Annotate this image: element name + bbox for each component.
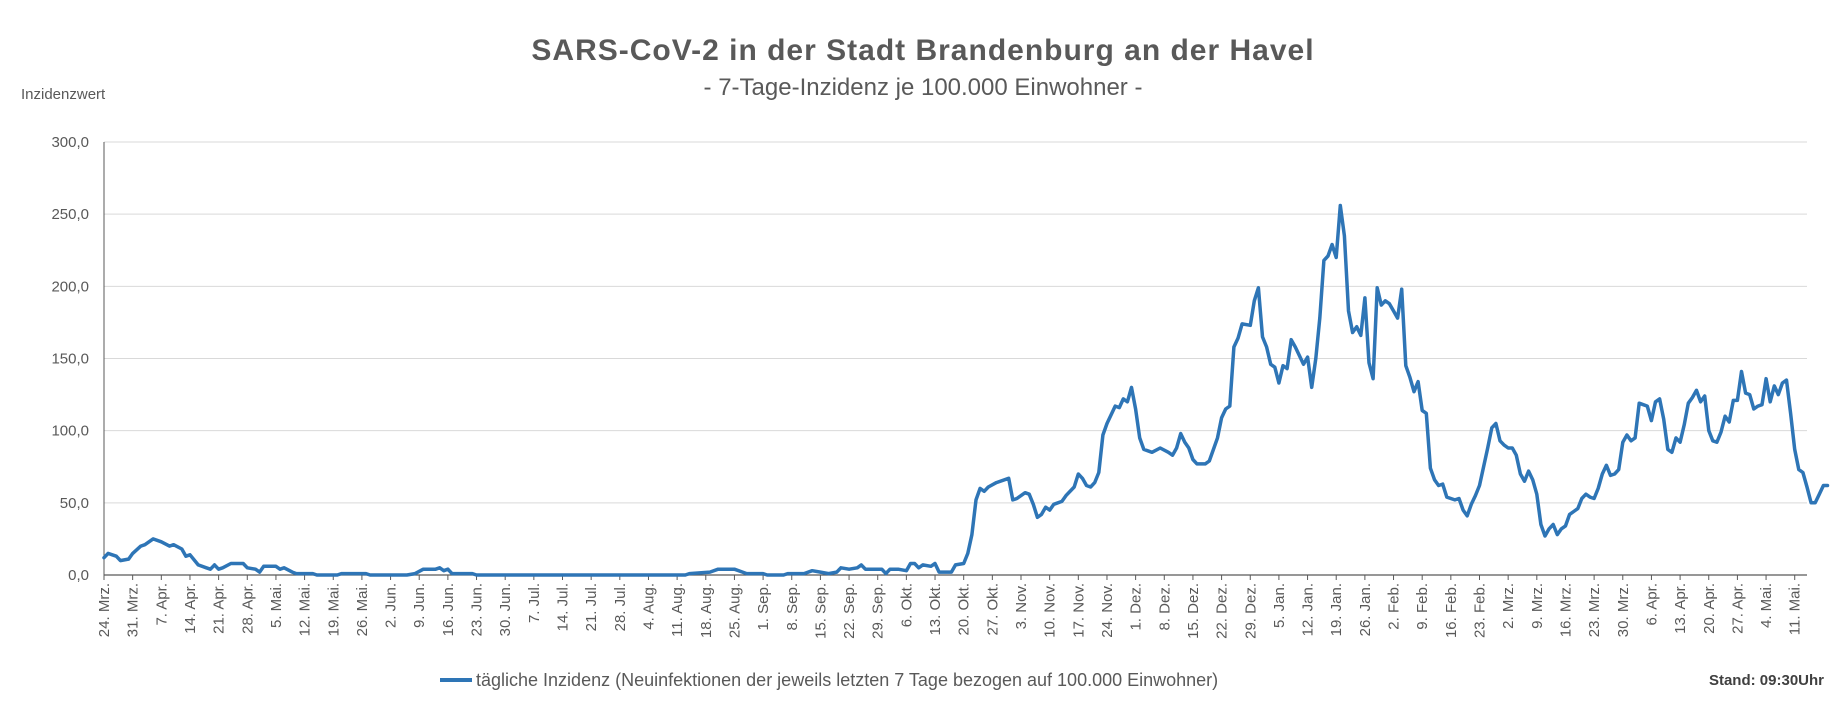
x-tick-label: 30. Jun. [497,583,514,636]
x-tick-label: 7. Jul. [526,583,543,623]
x-tick-label: 26. Jan. [1357,583,1374,636]
x-tick-label: 22. Sep. [841,583,858,639]
x-tick-label: 20. Okt. [956,583,973,636]
x-tick-label: 16. Feb. [1443,583,1460,638]
x-tick-label: 16. Jun. [440,583,457,636]
legend-label: tägliche Inzidenz (Neuinfektionen der je… [476,670,1218,690]
chart-subtitle: - 7-Tage-Inzidenz je 100.000 Einwohner - [703,74,1143,101]
series-group [102,203,1830,577]
series-line [102,203,1830,577]
x-tick-label: 11. Aug. [669,583,686,637]
x-tick-label: 25. Aug. [726,583,743,638]
x-tick-label: 26. Mai. [354,583,371,636]
x-tick-label: 31. Mrz. [125,583,142,637]
x-tick-label: 19. Jan. [1328,583,1345,636]
x-axis-ticks: 24. Mrz. 31. Mrz. 7. Apr. 14. Apr. 21. Apr. 2… [96,575,1804,639]
chart-title: SARS-CoV-2 in der Stadt Brandenburg an d… [531,34,1315,67]
x-tick-label: 28. Apr. [239,583,256,634]
x-tick-label: 24. Nov. [1099,583,1116,638]
x-tick-label: 23. Mrz. [1586,583,1603,637]
x-tick-label: 6. Apr. [1643,583,1660,626]
x-tick-label: 21. Apr. [211,583,228,634]
gridlines [104,141,1807,504]
x-tick-label: 2. Feb. [1386,583,1403,630]
x-tick-label: 15. Dez. [1185,583,1202,639]
x-tick-label: 8. Sep. [784,583,801,631]
x-tick-label: 4. Aug. [640,583,657,630]
x-tick-label: 27. Apr. [1729,583,1746,634]
y-tick-label: 200,0 [51,278,89,295]
x-tick-label: 14. Apr. [182,583,199,634]
x-tick-label: 30. Mrz. [1615,583,1632,637]
x-tick-label: 29. Dez. [1242,583,1259,639]
x-tick-label: 23. Jun. [469,583,486,636]
y-tick-label: 100,0 [51,423,89,440]
x-tick-label: 11. Mai. [1787,583,1804,635]
y-tick-label: 50,0 [60,495,89,512]
x-tick-label: 13. Apr. [1672,583,1689,634]
y-tick-label: 300,0 [51,134,89,151]
y-tick-label: 150,0 [51,351,89,368]
y-tick-label: 250,0 [51,206,89,223]
x-tick-label: 9. Feb. [1414,583,1431,630]
x-tick-label: 17. Nov. [1070,583,1087,638]
x-tick-label: 27. Okt. [984,583,1001,636]
x-tick-label: 24. Mrz. [96,583,113,637]
x-tick-label: 5. Mai. [268,583,285,628]
x-tick-label: 28. Jul. [612,583,629,631]
x-tick-label: 4. Mai. [1758,583,1775,628]
x-tick-label: 1. Sep. [755,583,772,631]
timestamp-label: Stand: 09:30Uhr [1708,672,1824,689]
x-tick-label: 5. Jan. [1271,583,1288,628]
x-tick-label: 2. Mrz. [1500,583,1517,629]
x-tick-label: 21. Jul. [583,583,600,631]
x-tick-label: 6. Okt. [898,583,915,627]
x-tick-label: 2. Jun. [383,583,400,628]
x-tick-label: 19. Mai. [325,583,342,636]
legend: tägliche Inzidenz (Neuinfektionen der je… [440,670,1218,690]
y-axis-label: Inzidenzwert [21,86,106,103]
y-axis-ticks: 0,0 50,0 100,0 150,0 200,0 250,0 300,0 [51,134,89,584]
x-tick-label: 13. Okt. [927,583,944,636]
x-tick-label: 15. Sep. [812,583,829,639]
x-tick-label: 12. Jan. [1300,583,1317,636]
x-tick-label: 3. Nov. [1013,583,1030,629]
x-tick-label: 29. Sep. [870,583,887,639]
x-tick-label: 20. Apr. [1701,583,1718,634]
x-tick-label: 8. Dez. [1156,583,1173,631]
x-tick-label: 10. Nov. [1042,583,1059,638]
x-tick-label: 9. Mrz. [1529,583,1546,629]
x-tick-label: 1. Dez. [1128,583,1145,631]
x-tick-label: 22. Dez. [1214,583,1231,639]
y-tick-label: 0,0 [68,567,89,584]
x-tick-label: 14. Jul. [555,583,572,631]
x-tick-label: 23. Feb. [1472,583,1489,638]
x-tick-label: 7. Apr. [153,583,170,626]
x-tick-label: 16. Mrz. [1557,583,1574,637]
x-tick-label: 9. Jun. [411,583,428,628]
x-tick-label: 18. Aug. [698,583,715,638]
x-tick-label: 12. Mai. [297,583,314,636]
